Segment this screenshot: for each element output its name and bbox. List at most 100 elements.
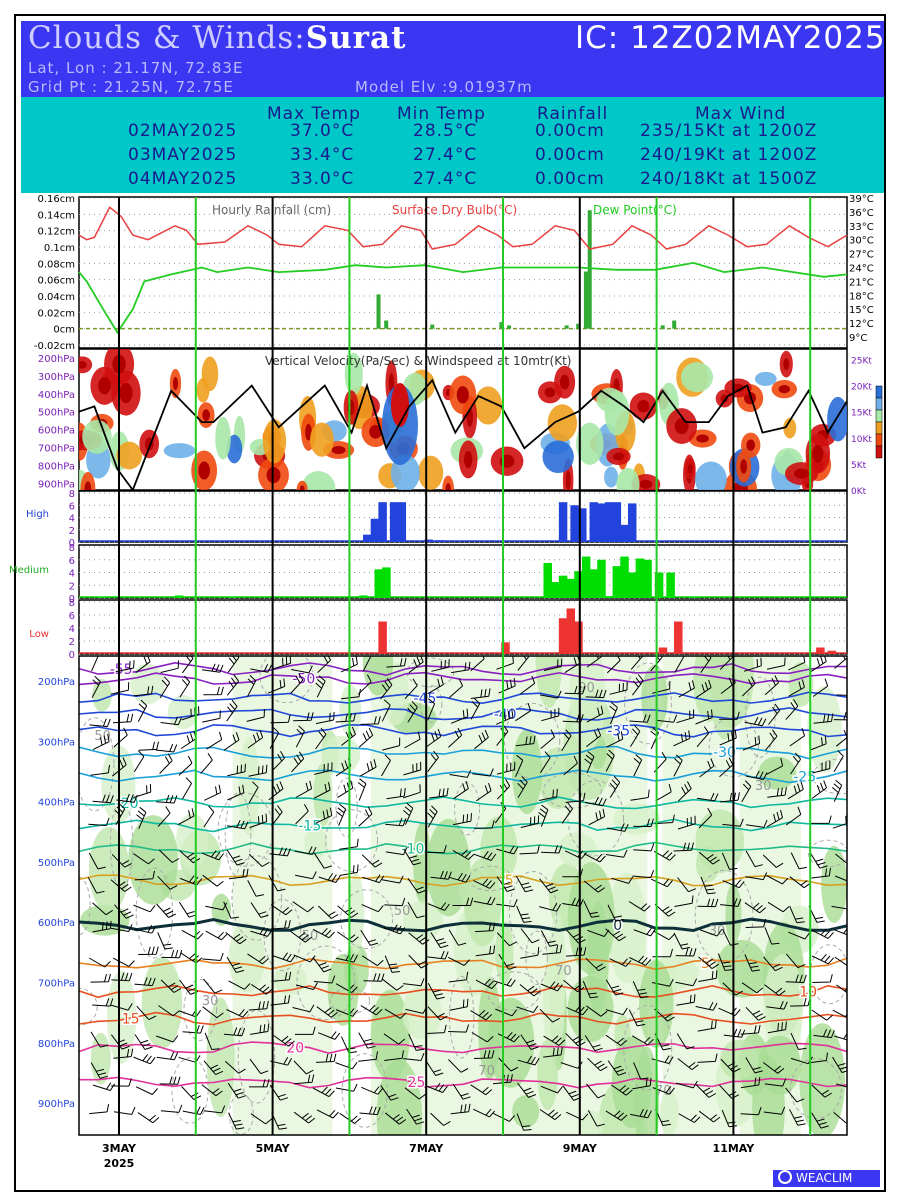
- cloud-bar: [816, 647, 825, 654]
- wind-barb: [268, 781, 284, 801]
- vv-core: [720, 394, 729, 403]
- wind-barb: [675, 978, 698, 987]
- vv-core: [559, 374, 570, 390]
- wind-barb: [110, 879, 132, 892]
- vv-core: [119, 382, 133, 404]
- y-tick-label: 4: [69, 569, 75, 580]
- rh-blob: [80, 904, 130, 936]
- wind-barb: [515, 735, 536, 747]
- wind-barb: [273, 952, 296, 963]
- wind-barb: [294, 1074, 315, 1085]
- wind-barb: [607, 823, 629, 832]
- wind-barb: [745, 1006, 766, 1021]
- wind-barb: [790, 1032, 807, 1050]
- rh-blob: [763, 954, 804, 1060]
- y-tick-label: 0.1cm: [44, 243, 75, 254]
- wind-barb: [155, 743, 178, 753]
- wind-barb: [832, 815, 847, 829]
- wind-barb: [655, 783, 672, 802]
- wind-barb: [766, 757, 784, 775]
- wind-barb: [179, 675, 191, 698]
- y-tick-label: 2: [69, 637, 75, 648]
- cloud-bar: [635, 558, 645, 598]
- wind-barb: [227, 784, 245, 801]
- wind-barb: [135, 1086, 158, 1095]
- wind-barb: [404, 1087, 426, 1100]
- wind-barb: [832, 1056, 847, 1073]
- wind-barb: [451, 661, 471, 674]
- y-tick-label: 600hPa: [38, 918, 75, 929]
- isotherm-label: -15: [298, 819, 321, 835]
- wind-barb: [833, 1112, 847, 1125]
- wind-barb: [408, 656, 424, 674]
- wind-barb: [203, 1060, 224, 1076]
- vv-core: [98, 377, 111, 395]
- y-tick-label: 0.12cm: [37, 227, 75, 238]
- cloud-bar: [597, 503, 606, 542]
- wind-barb: [339, 838, 359, 850]
- wind-barb: [136, 1005, 157, 1021]
- wind-barb: [290, 673, 304, 694]
- wind-barb: [360, 929, 379, 946]
- wind-barb: [474, 729, 489, 750]
- wind-barb: [745, 850, 763, 868]
- isotherm: [79, 671, 847, 686]
- cloud-bar: [589, 502, 599, 542]
- wind-barb: [227, 656, 240, 673]
- wind-barb: [293, 954, 316, 963]
- wind-barb: [496, 709, 514, 725]
- wind-barb: [204, 1032, 220, 1050]
- model-elevation: Model Elv :9.01937m: [355, 78, 533, 96]
- wind-barb: [609, 702, 618, 725]
- isotherm: [79, 745, 847, 760]
- vv-blob: [596, 387, 624, 413]
- vv-blob: [680, 362, 714, 393]
- vv-core: [674, 417, 689, 435]
- wind-barb: [313, 782, 331, 799]
- cloud-bar: [382, 567, 391, 598]
- wind-barb: [248, 853, 270, 867]
- vv-core: [812, 444, 824, 463]
- wind-barb: [181, 706, 200, 721]
- cloud-bar: [689, 596, 698, 598]
- wind-barb: [605, 1110, 628, 1121]
- cloud-bar: [604, 596, 614, 598]
- wind-barb: [246, 675, 257, 698]
- wind-barb: [498, 1057, 519, 1072]
- wind-barb: [452, 1083, 471, 1100]
- wind-barb: [722, 928, 739, 946]
- wind-barb: [403, 784, 421, 799]
- wind-barb: [88, 957, 111, 968]
- y-right-tick-label: 0Kt: [851, 487, 867, 497]
- wind-barb: [314, 762, 333, 775]
- wind-barb: [250, 902, 269, 918]
- y-tick-label: 4: [69, 624, 75, 635]
- y-right-tick-label: 9°C: [849, 333, 867, 344]
- wind-barb: [113, 1048, 134, 1059]
- rh-contour: [259, 656, 314, 704]
- wind-barb: [654, 814, 675, 825]
- dewpoint-line: [78, 261, 848, 335]
- y-tick-label: 800hPa: [38, 461, 75, 472]
- wind-barb: [811, 1112, 829, 1129]
- col-min-temp: Min Temp: [397, 104, 486, 124]
- wind-barb: [607, 904, 624, 922]
- wind-barb: [611, 876, 634, 884]
- cloud-bar: [827, 650, 837, 654]
- wind-barb: [113, 727, 128, 748]
- wind-barb: [475, 922, 496, 933]
- wind-barb: [834, 875, 847, 882]
- cloud-bar: [543, 562, 552, 598]
- wind-barb: [382, 737, 401, 751]
- wind-barb: [493, 1112, 516, 1122]
- row-max-temp: 33.0°C: [290, 169, 355, 189]
- col-max-temp: Max Temp: [267, 104, 361, 124]
- wind-barb: [133, 685, 154, 697]
- wind-barb: [91, 656, 99, 672]
- wind-barb: [561, 729, 572, 752]
- wind-barb: [605, 1007, 628, 1016]
- wind-barb: [833, 712, 847, 721]
- wind-barb: [448, 971, 469, 983]
- cloud-bar: [578, 508, 587, 542]
- wind-barb: [407, 700, 418, 723]
